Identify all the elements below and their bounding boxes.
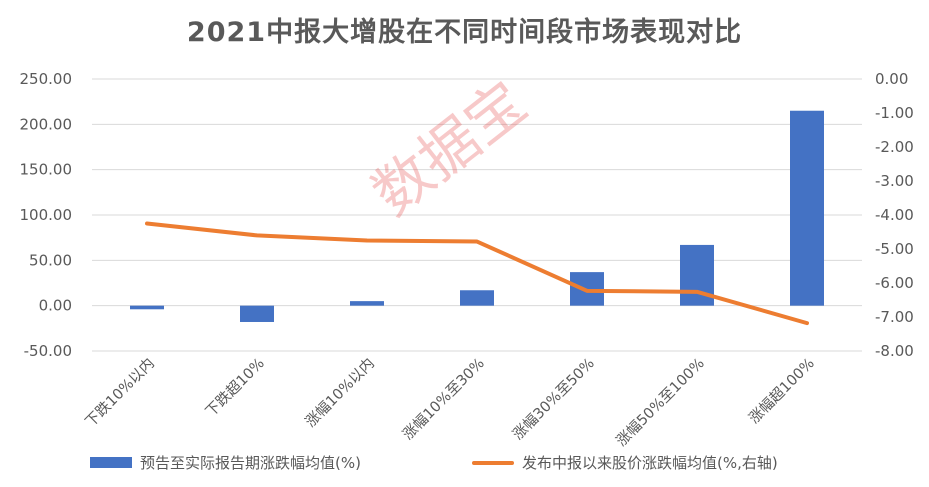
y2-tick-label: -1.00 [875, 104, 914, 122]
legend-swatch-line [472, 460, 514, 465]
legend-item-line: 发布中报以来股价涨跌幅均值(%,右轴) [472, 452, 778, 473]
legend-swatch-bar [90, 457, 132, 468]
chart-title: 2021中报大增股在不同时间段市场表现对比 [186, 17, 743, 48]
x-category-label: 涨幅超100% [746, 355, 818, 427]
x-category-label: 涨幅30%至50% [509, 355, 597, 443]
x-category-label: 下跌10%以内 [82, 355, 158, 431]
legend: 预告至实际报告期涨跌幅均值(%) 发布中报以来股价涨跌幅均值(%,右轴) [0, 452, 929, 476]
x-category-label: 涨幅50%至100% [613, 355, 708, 450]
y2-tick-label: -2.00 [875, 138, 914, 156]
x-category-label: 涨幅10%至30% [399, 355, 487, 443]
bar [130, 305, 164, 310]
line-series [145, 221, 809, 326]
y2-tick-label: -5.00 [875, 240, 914, 258]
y-tick-label: 0.00 [39, 297, 72, 315]
y2-tick-label: -7.00 [875, 308, 914, 326]
x-category-label: 涨幅10%以内 [302, 355, 378, 431]
x-category-label: 下跌超10% [202, 355, 268, 421]
bar [350, 301, 384, 306]
y-tick-label: 100.00 [20, 206, 73, 224]
legend-item-bar: 预告至实际报告期涨跌幅均值(%) [90, 452, 361, 473]
legend-label-bar: 预告至实际报告期涨跌幅均值(%) [140, 454, 361, 472]
bar [460, 290, 494, 306]
y2-tick-label: 0.00 [875, 70, 908, 88]
y2-tick-label: -4.00 [875, 206, 914, 224]
bar [790, 110, 824, 306]
y2-tick-label: -8.00 [875, 342, 914, 360]
y-tick-label: 50.00 [29, 251, 72, 269]
y-tick-label: 150.00 [20, 161, 73, 179]
y-tick-label: 200.00 [20, 115, 73, 133]
legend-label-line: 发布中报以来股价涨跌幅均值(%,右轴) [522, 454, 778, 472]
y-tick-label: 250.00 [20, 70, 73, 88]
y2-tick-label: -3.00 [875, 172, 914, 190]
bar [240, 305, 274, 322]
y-tick-label: -50.00 [24, 342, 72, 360]
y2-tick-label: -6.00 [875, 274, 914, 292]
